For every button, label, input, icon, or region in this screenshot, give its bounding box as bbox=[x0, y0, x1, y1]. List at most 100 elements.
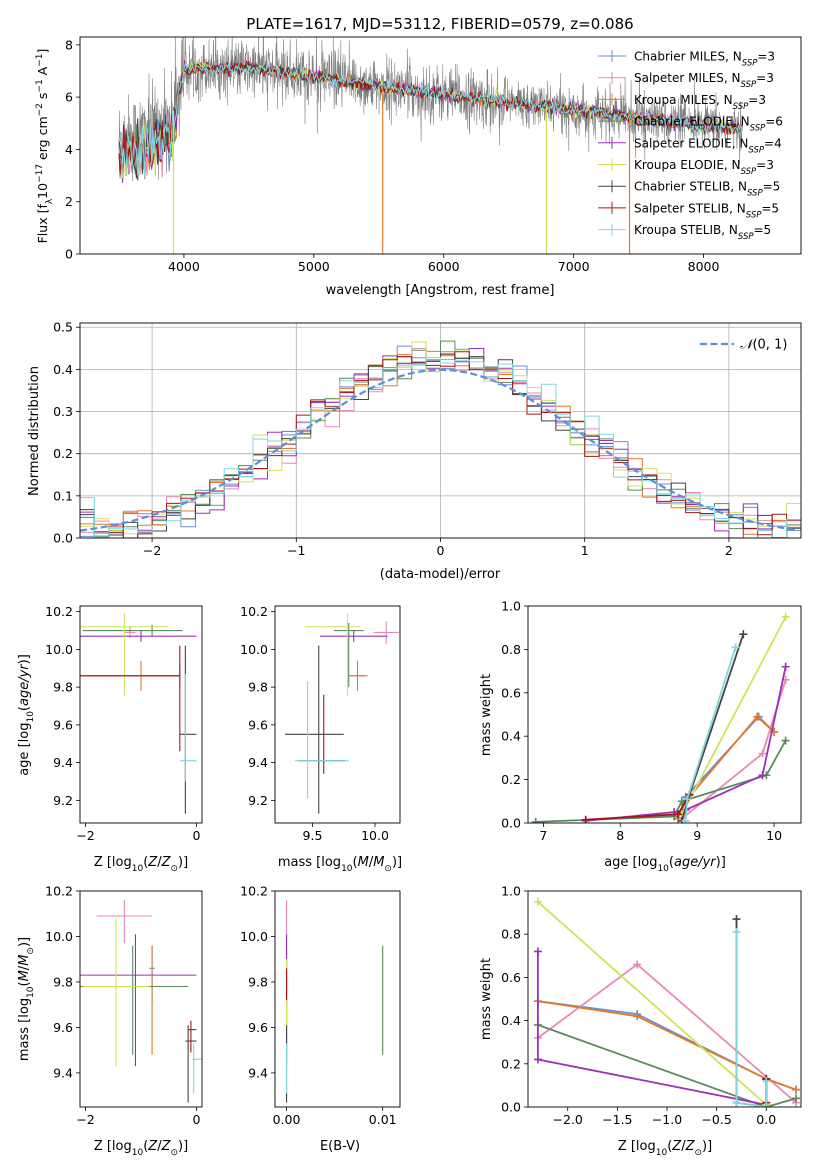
x-tick-label: −1.0 bbox=[652, 1112, 682, 1127]
mass_vs_Z-axes: −2 0 9.4 9.6 9.8 10.0 10.2 bbox=[45, 884, 200, 1128]
series-marker bbox=[792, 1085, 801, 1094]
legend-label: Salpeter STELIB, NSSP=5 bbox=[634, 201, 779, 220]
massweight-vs-age-x-label: age [log10(age/yr)] bbox=[604, 855, 726, 874]
x-tick-label: 0 bbox=[437, 543, 445, 558]
series-marker bbox=[732, 1098, 741, 1107]
y-tick-label: 9.6 bbox=[53, 1020, 73, 1035]
gaussian-reference-line bbox=[80, 368, 799, 532]
y-tick-label: 10.2 bbox=[240, 604, 268, 619]
y-tick-label: 10.2 bbox=[45, 884, 73, 899]
series-marker bbox=[781, 612, 790, 621]
age_vs_mass-point-6 bbox=[285, 645, 344, 814]
y-tick-label: 9.8 bbox=[53, 974, 73, 989]
y-tick-label: 0.4 bbox=[53, 362, 73, 377]
age_vs_Z-point-5 bbox=[80, 613, 169, 697]
y-tick-label: 0.5 bbox=[53, 320, 73, 335]
massweight-vs-age-y-label: mass weight bbox=[479, 674, 494, 756]
legend-label: Salpeter ELODIE, NSSP=4 bbox=[634, 136, 782, 155]
legend-label: Kroupa ELODIE, NSSP=3 bbox=[634, 158, 774, 177]
series-marker bbox=[758, 749, 767, 758]
y-tick-label: 0.0 bbox=[501, 1100, 521, 1115]
y-tick-label: 9.4 bbox=[248, 1065, 268, 1080]
y-tick-label: 9.4 bbox=[53, 755, 73, 770]
massweight_vs_age-series-7 bbox=[581, 790, 694, 823]
age_vs_Z-point-7 bbox=[80, 645, 181, 752]
x-tick-label: 4000 bbox=[168, 259, 200, 274]
x-tick-label: 0.01 bbox=[369, 1112, 397, 1127]
y-tick-label: 0.0 bbox=[53, 531, 73, 546]
histogram-series-3 bbox=[80, 340, 801, 538]
y-tick-label: 1.0 bbox=[501, 884, 521, 899]
age_vs_mass-point-3 bbox=[333, 622, 364, 688]
massweight_vs_Z-axes: −2.0 −1.5 −1.0 −0.5 0.0 0.0 0.2 0.4 0.6 0.8 1.0 bbox=[501, 884, 776, 1128]
x-tick-label: 2 bbox=[725, 543, 733, 558]
mass_vs_Z-point-2 bbox=[150, 945, 154, 1055]
age_vs_mass-point-8 bbox=[295, 681, 349, 799]
x-tick-label: −2 bbox=[76, 828, 94, 843]
age_vs_Z-point-6 bbox=[179, 645, 197, 814]
y-tick-label: 0.3 bbox=[53, 404, 73, 419]
series-line bbox=[735, 919, 768, 1107]
y-tick-label: 0.4 bbox=[501, 1013, 521, 1028]
histogram-y-label: Normed distribution bbox=[27, 366, 42, 496]
x-tick-label: −2.0 bbox=[553, 1112, 583, 1127]
age_vs_Z-frame bbox=[79, 605, 203, 824]
histogram-series-8 bbox=[80, 357, 801, 538]
mass-vs-Z-x-label: Z [log10(Z/Z⊙)] bbox=[94, 1139, 188, 1158]
x-tick-label: 10.0 bbox=[361, 828, 389, 843]
series-line bbox=[681, 679, 787, 820]
y-tick-label: 6 bbox=[65, 90, 73, 105]
mass_vs_Z-point-1 bbox=[96, 900, 153, 944]
residual_histogram-axes: −2 −1 0 1 2 0.0 0.1 0.2 0.3 0.4 0.5 bbox=[53, 320, 801, 558]
mass_vs_Z-point-8 bbox=[192, 1043, 202, 1094]
x-tick-label: 7 bbox=[539, 828, 547, 843]
age-vs-Z-x-label: Z [log10(Z/Z⊙)] bbox=[94, 855, 188, 874]
age_vs_mass-point-4 bbox=[320, 630, 388, 642]
spectrum-axes: 4000 5000 6000 7000 8000 0 2 4 6 8 bbox=[65, 37, 719, 274]
y-tick-label: 9.2 bbox=[248, 793, 268, 808]
massweight_vs_Z-series-4 bbox=[533, 947, 771, 1107]
legend-label: Chabrier ELODIE, NSSP=6 bbox=[634, 115, 783, 134]
series-marker bbox=[633, 960, 642, 969]
series-line bbox=[735, 932, 768, 1107]
series-marker bbox=[753, 712, 762, 721]
series-marker bbox=[531, 817, 540, 823]
y-tick-label: 0.2 bbox=[53, 446, 73, 461]
mass_vs_Z-point-7 bbox=[188, 1020, 197, 1053]
mass_vs_ebv-axes: 0.00 0.01 9.4 9.6 9.8 10.0 10.2 bbox=[240, 884, 396, 1128]
age_vs_mass-point-5 bbox=[305, 613, 360, 697]
mass_vs_Z-point-4 bbox=[80, 934, 197, 1067]
massweight-vs-Z-x-label: Z [log10(Z/Z⊙)] bbox=[618, 1139, 712, 1158]
massweight_vs_Z-series-5 bbox=[533, 897, 771, 1107]
y-tick-label: 0.1 bbox=[53, 488, 73, 503]
y-tick-label: 10.0 bbox=[45, 929, 73, 944]
y-tick-label: 10.2 bbox=[45, 604, 73, 619]
y-tick-label: 9.4 bbox=[53, 1065, 73, 1080]
age_vs_mass-axes: 9.5 10.0 9.2 9.4 9.6 9.8 10.0 10.2 bbox=[240, 604, 389, 843]
legend-label: Salpeter MILES, NSSP=3 bbox=[634, 71, 774, 90]
y-tick-label: 0.2 bbox=[501, 1056, 521, 1071]
series-marker bbox=[683, 795, 692, 804]
x-tick-label: 7000 bbox=[558, 259, 590, 274]
x-tick-label: 0.0 bbox=[756, 1112, 776, 1127]
series-marker bbox=[731, 643, 740, 652]
y-tick-label: 0.6 bbox=[501, 685, 521, 700]
series-marker bbox=[792, 1094, 801, 1103]
y-tick-label: 9.4 bbox=[248, 755, 268, 770]
age_vs_mass-point-2 bbox=[347, 660, 368, 691]
legend-label: Kroupa STELIB, NSSP=5 bbox=[634, 223, 771, 242]
x-tick-label: −2 bbox=[76, 1112, 94, 1127]
age_vs_Z-point-4 bbox=[80, 630, 197, 642]
series-marker bbox=[581, 815, 590, 823]
mass-vs-Z-y-label: mass [log10(M/M⊙)] bbox=[17, 937, 36, 1061]
series-marker bbox=[633, 1012, 642, 1021]
spectrum-model-line bbox=[118, 61, 743, 177]
series-line bbox=[537, 1024, 797, 1107]
figure-title: PLATE=1617, MJD=53112, FIBERID=0579, z=0… bbox=[246, 15, 633, 33]
histogram-frame bbox=[79, 322, 802, 539]
legend-label: Kroupa MILES, NSSP=3 bbox=[634, 93, 766, 112]
series-marker bbox=[533, 1055, 542, 1064]
y-tick-label: 0.6 bbox=[501, 970, 521, 985]
legend-label: Chabrier STELIB, NSSP=5 bbox=[634, 180, 780, 199]
series-marker bbox=[762, 1103, 771, 1107]
